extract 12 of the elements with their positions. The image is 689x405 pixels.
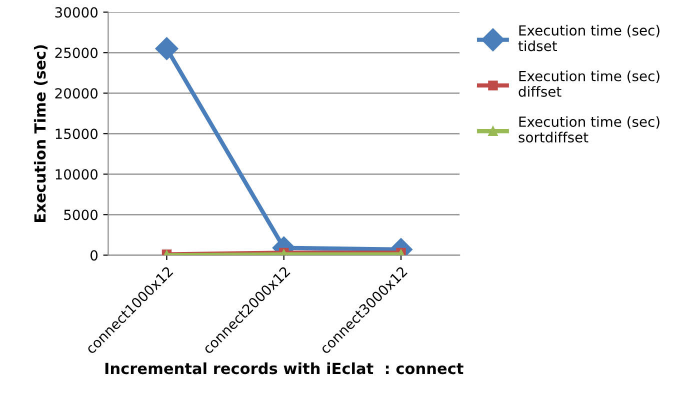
legend-label: Execution time (sec) sortdiffset [518,116,660,143]
legend-label: Execution time (sec) diffset [518,70,660,97]
y-tick-label: 5000 [64,210,98,220]
y-tick-label: 0 [90,250,98,261]
y-tick-label: 20000 [55,88,98,99]
x-axis-title: Incremental records with iEclat : connect [105,362,464,374]
y-tick-label: 30000 [55,7,98,18]
y-axis-title: Execution Time (sec) [34,45,48,222]
y-tick-label: 15000 [56,128,98,140]
y-tick-label: 10000 [56,169,98,180]
y-tick-label: 25000 [55,48,98,58]
legend-label: Execution time (sec) tidset [518,24,660,52]
